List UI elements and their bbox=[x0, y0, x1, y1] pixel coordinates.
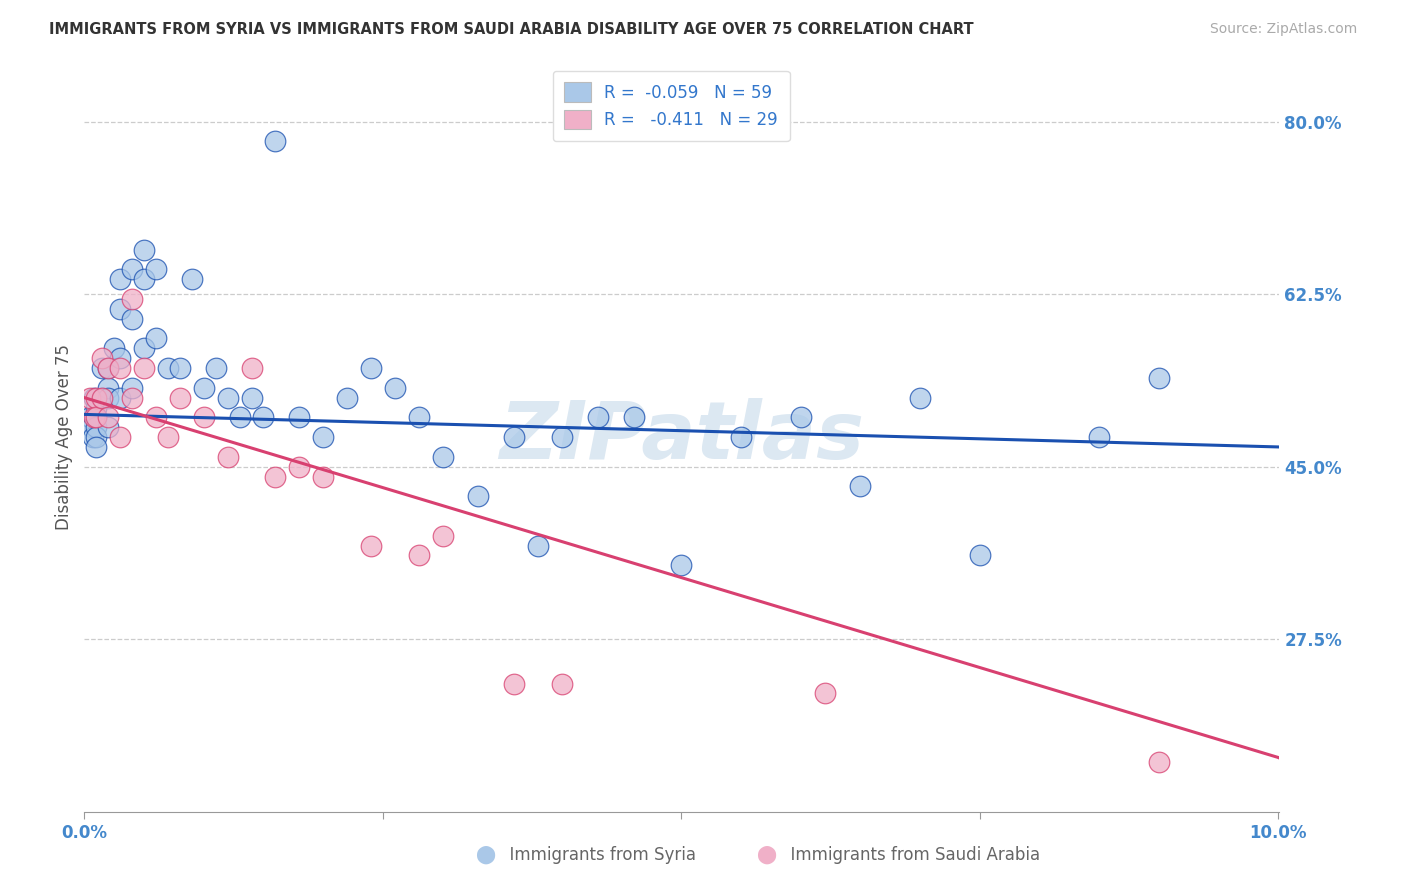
Point bbox=[97, 361, 120, 376]
Point bbox=[121, 381, 143, 395]
Point bbox=[789, 410, 811, 425]
Point bbox=[360, 361, 382, 376]
Point bbox=[264, 134, 287, 148]
Point bbox=[79, 391, 101, 405]
Point bbox=[121, 391, 143, 405]
Point bbox=[264, 469, 287, 483]
Point bbox=[1147, 371, 1170, 385]
Point bbox=[97, 420, 120, 434]
Point bbox=[84, 391, 107, 405]
Text: Immigrants from Syria: Immigrants from Syria bbox=[499, 846, 696, 863]
Point bbox=[91, 391, 114, 405]
Text: Immigrants from Saudi Arabia: Immigrants from Saudi Arabia bbox=[780, 846, 1040, 863]
Point bbox=[969, 549, 991, 563]
Point bbox=[132, 342, 155, 356]
Point bbox=[336, 391, 359, 405]
Point bbox=[467, 489, 489, 503]
Point bbox=[503, 676, 526, 690]
Point bbox=[84, 410, 107, 425]
Point bbox=[91, 361, 114, 376]
Point bbox=[217, 450, 239, 464]
Point bbox=[103, 342, 125, 356]
Point bbox=[121, 311, 143, 326]
Point bbox=[312, 430, 335, 444]
Point bbox=[312, 469, 335, 483]
Text: Source: ZipAtlas.com: Source: ZipAtlas.com bbox=[1209, 22, 1357, 37]
Point bbox=[193, 381, 215, 395]
Point bbox=[813, 686, 835, 700]
Point bbox=[527, 539, 550, 553]
Point bbox=[432, 529, 454, 543]
Point bbox=[586, 410, 609, 425]
Point bbox=[908, 391, 931, 405]
Point bbox=[408, 410, 430, 425]
Point bbox=[551, 430, 574, 444]
Point bbox=[288, 410, 311, 425]
Point bbox=[121, 292, 143, 306]
Point bbox=[108, 272, 131, 286]
Point bbox=[108, 351, 131, 366]
Point bbox=[97, 361, 120, 376]
Point bbox=[121, 262, 143, 277]
Point bbox=[193, 410, 215, 425]
Point bbox=[145, 410, 167, 425]
Point bbox=[156, 361, 179, 376]
Point bbox=[384, 381, 406, 395]
Point bbox=[288, 459, 311, 474]
Point bbox=[432, 450, 454, 464]
Point bbox=[252, 410, 274, 425]
Point bbox=[730, 430, 752, 444]
Point bbox=[180, 272, 202, 286]
Point bbox=[108, 361, 131, 376]
Point bbox=[79, 410, 101, 425]
Legend: R =  -0.059   N = 59, R =   -0.411   N = 29: R = -0.059 N = 59, R = -0.411 N = 29 bbox=[553, 70, 790, 141]
Point bbox=[1088, 430, 1111, 444]
Point bbox=[849, 479, 872, 493]
Point bbox=[97, 381, 120, 395]
Point bbox=[108, 391, 131, 405]
Text: ⬤: ⬤ bbox=[475, 846, 495, 863]
Point bbox=[204, 361, 226, 376]
Point bbox=[108, 430, 131, 444]
Point bbox=[156, 430, 179, 444]
Point bbox=[97, 391, 120, 405]
Point bbox=[217, 391, 239, 405]
Point bbox=[82, 430, 104, 444]
Point bbox=[132, 361, 155, 376]
Point bbox=[503, 430, 526, 444]
Point bbox=[91, 391, 114, 405]
Text: IMMIGRANTS FROM SYRIA VS IMMIGRANTS FROM SAUDI ARABIA DISABILITY AGE OVER 75 COR: IMMIGRANTS FROM SYRIA VS IMMIGRANTS FROM… bbox=[49, 22, 974, 37]
Point bbox=[228, 410, 250, 425]
Point bbox=[84, 440, 107, 454]
Point bbox=[83, 391, 105, 405]
Point bbox=[132, 272, 155, 286]
Point bbox=[169, 361, 191, 376]
Y-axis label: Disability Age Over 75: Disability Age Over 75 bbox=[55, 344, 73, 530]
Text: ⬤: ⬤ bbox=[756, 846, 776, 863]
Point bbox=[97, 410, 120, 425]
Point bbox=[240, 391, 263, 405]
Point bbox=[80, 420, 103, 434]
Point bbox=[84, 410, 107, 425]
Point bbox=[132, 243, 155, 257]
Point bbox=[623, 410, 645, 425]
Point bbox=[408, 549, 430, 563]
Point bbox=[145, 331, 167, 345]
Point bbox=[84, 420, 107, 434]
Point bbox=[108, 301, 131, 316]
Point bbox=[551, 676, 574, 690]
Point bbox=[360, 539, 382, 553]
Point bbox=[240, 361, 263, 376]
Point bbox=[83, 410, 105, 425]
Point bbox=[84, 430, 107, 444]
Point bbox=[1147, 756, 1170, 770]
Point bbox=[91, 351, 114, 366]
Point bbox=[169, 391, 191, 405]
Point bbox=[671, 558, 693, 573]
Point bbox=[145, 262, 167, 277]
Text: ZIPatlas: ZIPatlas bbox=[499, 398, 865, 476]
Point bbox=[84, 401, 107, 415]
